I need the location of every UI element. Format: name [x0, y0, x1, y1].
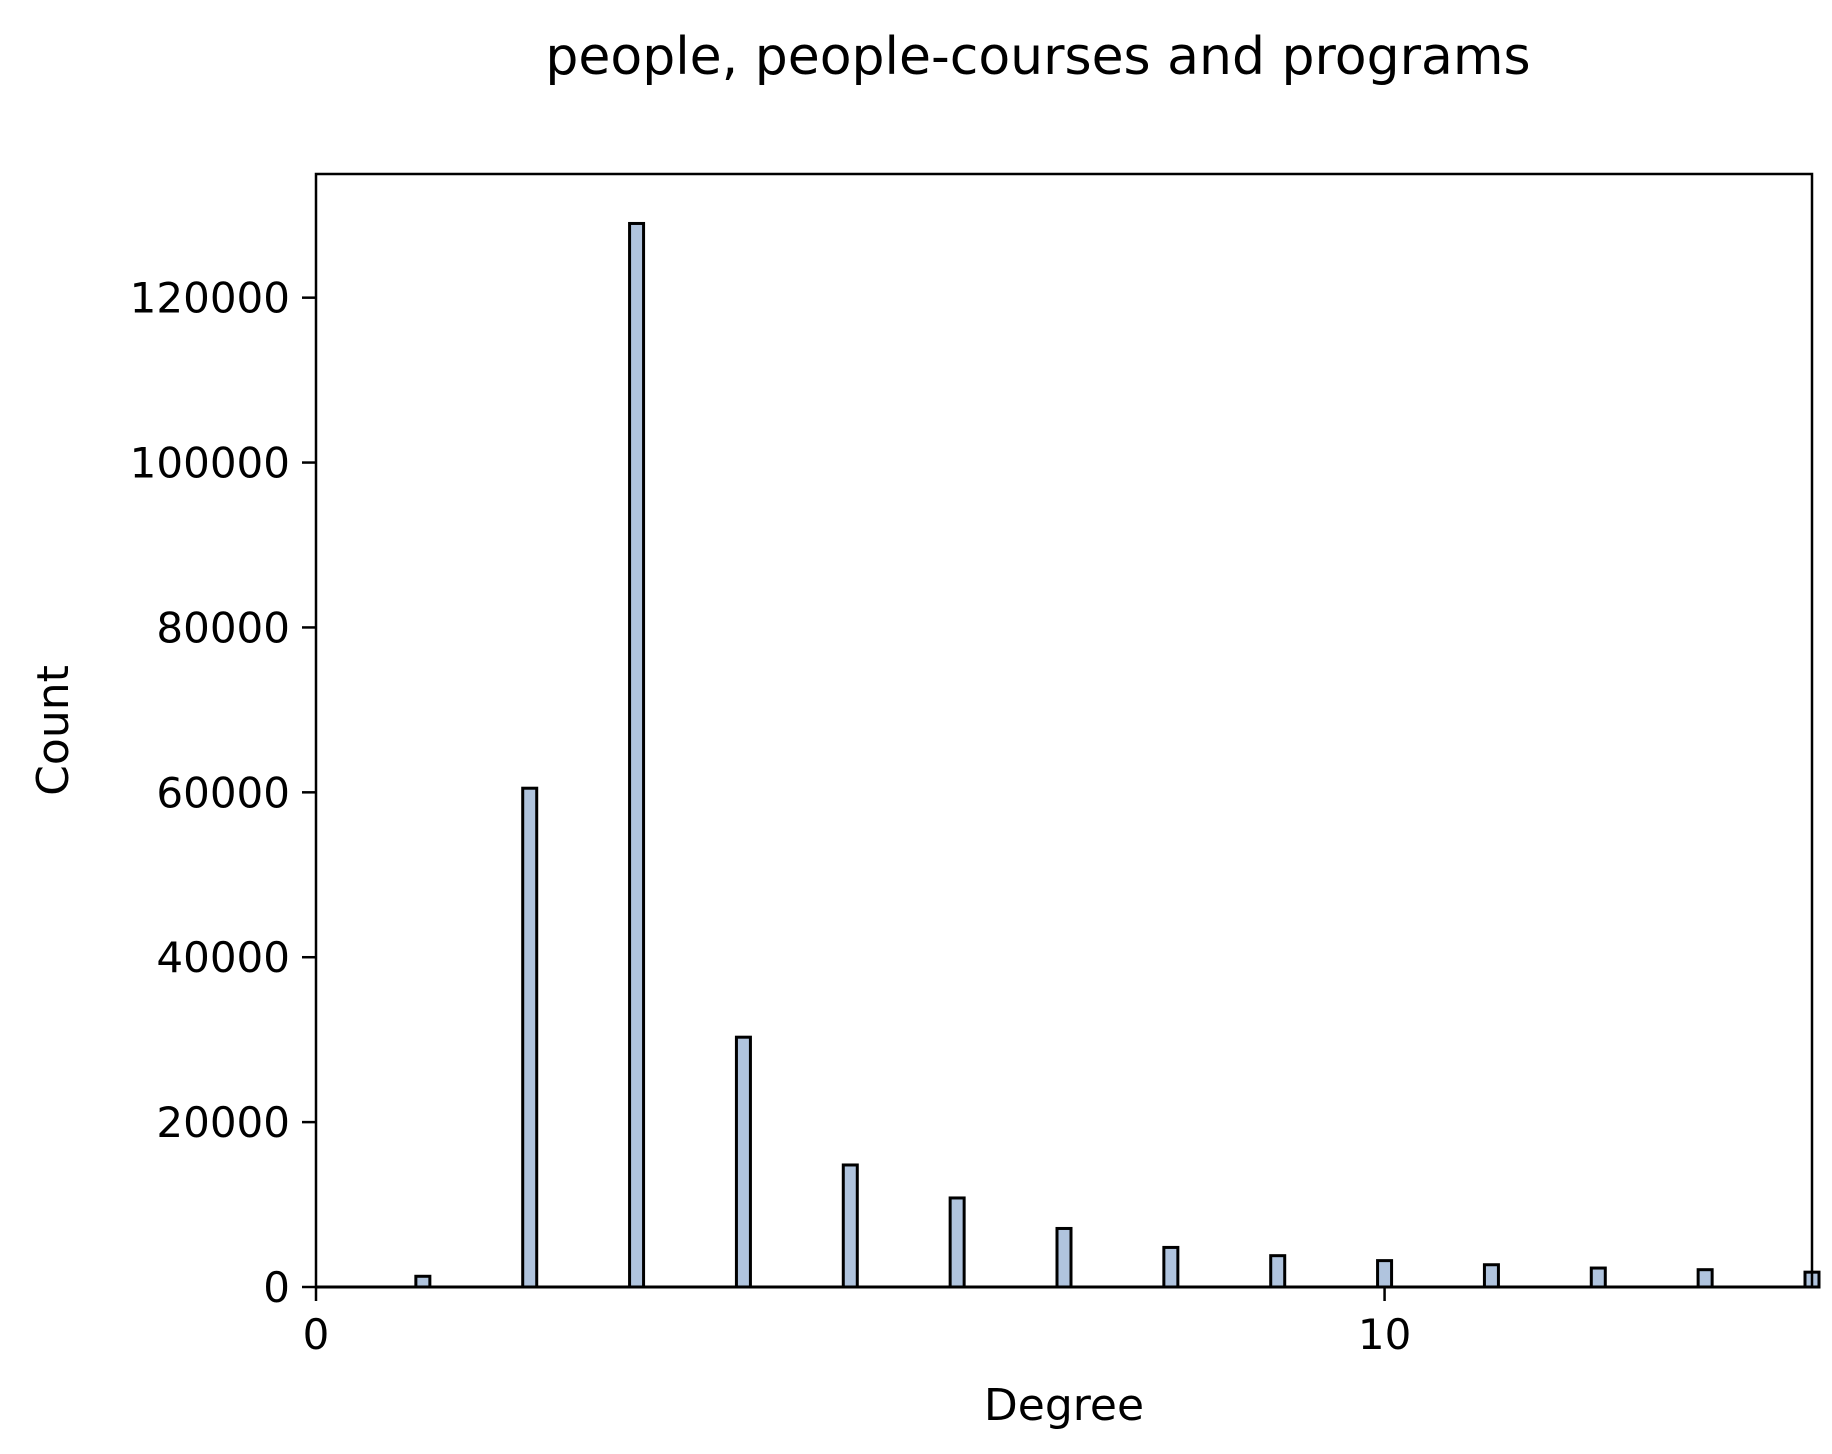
histogram-bar	[628, 221, 646, 1289]
histogram-bar	[948, 1196, 966, 1289]
x-tick-label: 10	[1358, 1310, 1411, 1359]
x-axis-ticks: 0 10	[303, 1287, 1411, 1359]
plot-frame	[314, 172, 1814, 1289]
y-tick-label: 100000	[130, 439, 290, 488]
histogram-bar	[1589, 1266, 1607, 1289]
x-axis-label: Degree	[984, 1380, 1144, 1431]
y-tick-label: 0	[263, 1263, 290, 1312]
histogram-bar	[1269, 1254, 1287, 1289]
y-tick-label: 120000	[130, 274, 290, 323]
y-tick-label: 80000	[156, 603, 290, 652]
histogram-bar	[841, 1163, 859, 1289]
y-tick-label: 40000	[156, 933, 290, 982]
y-tick-label: 60000	[156, 768, 290, 817]
chart-title: people, people-courses and programs	[545, 27, 1530, 87]
bars-layer	[414, 221, 1821, 1289]
histogram-bar	[1376, 1259, 1394, 1289]
histogram-bar	[1482, 1263, 1500, 1289]
histogram-bar	[1162, 1245, 1180, 1289]
histogram-bar	[734, 1035, 752, 1289]
histogram-bar	[521, 786, 539, 1289]
y-tick-label: 20000	[156, 1098, 290, 1147]
histogram-bar	[414, 1274, 432, 1289]
y-axis-ticks: 0 20000 40000 60000 80000 100000 120000	[130, 274, 316, 1312]
histogram-bar	[1696, 1268, 1714, 1289]
histogram-bar	[1055, 1226, 1073, 1289]
x-tick-label: 0	[303, 1310, 330, 1359]
y-axis-label: Count	[28, 665, 79, 796]
